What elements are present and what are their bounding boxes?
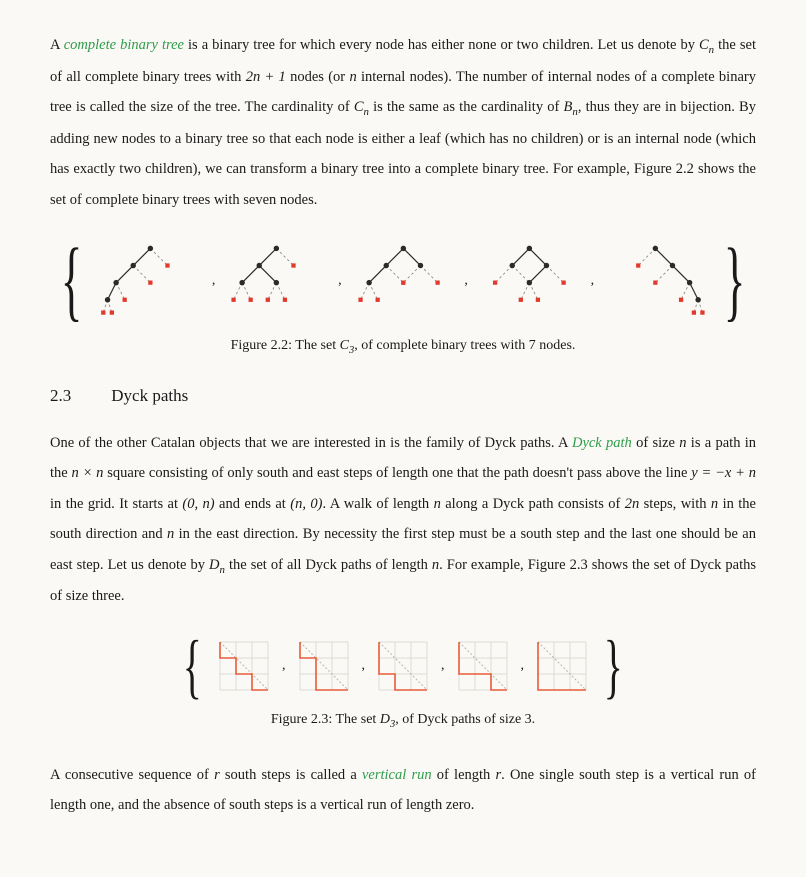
figure-2-3-caption: Figure 2.3: The set D3, of Dyck paths of…: [50, 712, 756, 730]
text: of length: [432, 767, 496, 783]
math: n × n: [72, 465, 104, 481]
text: steps, with: [639, 496, 711, 512]
text: south steps is called a: [220, 767, 362, 783]
math: (n, 0): [290, 496, 322, 512]
dyck-path-2: [294, 636, 354, 696]
tree-diagram-1: [99, 233, 202, 328]
math: n: [679, 435, 686, 451]
text: of size: [632, 435, 679, 451]
math: Cn: [699, 37, 714, 53]
left-brace: {: [61, 236, 83, 326]
separator: ,: [517, 658, 529, 674]
separator: ,: [587, 273, 599, 289]
math: Bn: [564, 99, 578, 115]
text: , thus they are in bijection. By adding …: [50, 99, 756, 208]
separator: ,: [278, 658, 290, 674]
term-vertical-run: vertical run: [362, 767, 432, 783]
text: along a Dyck path consists of: [441, 496, 625, 512]
math: 2n: [625, 496, 640, 512]
separator: ,: [437, 658, 449, 674]
text: is a binary tree for which every node ha…: [184, 37, 699, 53]
text: . A walk of length: [322, 496, 433, 512]
text: and ends at: [215, 496, 291, 512]
math: (0, n): [182, 496, 214, 512]
dyck-path-4: [453, 636, 513, 696]
dyck-path-3: [373, 636, 433, 696]
dyck-path-1: [214, 636, 274, 696]
paragraph-complete-binary-tree: A complete binary tree is a binary tree …: [50, 30, 756, 215]
right-brace: }: [724, 236, 746, 326]
tree-diagram-5: [604, 233, 707, 328]
separator: ,: [334, 273, 346, 289]
right-brace: }: [604, 630, 623, 702]
paragraph-dyck-paths: One of the other Catalan objects that we…: [50, 428, 756, 612]
text: the set of all Dyck paths of length: [225, 557, 432, 573]
section-heading-2-3: 2.3 Dyck paths: [50, 386, 756, 406]
figure-2-2: { , , , , }: [50, 233, 756, 328]
math: n: [349, 69, 356, 85]
math: Dn: [209, 557, 225, 573]
text: nodes (or: [286, 69, 350, 85]
tree-diagram-3: [352, 233, 455, 328]
tree-diagram-4: [478, 233, 581, 328]
section-title: Dyck paths: [111, 386, 188, 406]
dyck-path-5: [532, 636, 592, 696]
text: is the same as the cardinality of: [369, 99, 564, 115]
paragraph-vertical-run: A consecutive sequence of r south steps …: [50, 760, 756, 821]
term-complete-binary-tree: complete binary tree: [64, 37, 184, 53]
term-dyck-path: Dyck path: [572, 435, 632, 451]
text: One of the other Catalan objects that we…: [50, 435, 572, 451]
math: Cn: [354, 99, 369, 115]
math: n: [434, 496, 441, 512]
text: A: [50, 37, 64, 53]
math: y = −x + n: [691, 465, 756, 481]
separator: ,: [208, 273, 220, 289]
math: 2n + 1: [246, 69, 286, 85]
figure-2-3: { , , , , }: [50, 630, 756, 702]
text: A consecutive sequence of: [50, 767, 214, 783]
text: in the grid. It starts at: [50, 496, 182, 512]
left-brace: {: [183, 630, 202, 702]
section-number: 2.3: [50, 386, 71, 406]
separator: ,: [460, 273, 472, 289]
separator: ,: [358, 658, 370, 674]
tree-diagram-2: [225, 233, 328, 328]
figure-2-2-caption: Figure 2.2: The set C3, of complete bina…: [50, 338, 756, 356]
text: square consisting of only south and east…: [103, 465, 691, 481]
